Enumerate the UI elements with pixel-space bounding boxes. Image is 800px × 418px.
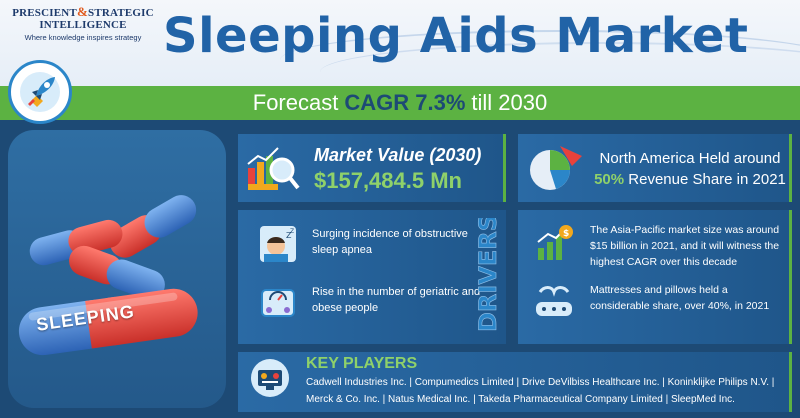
page-title: Sleeping Aids Market <box>163 8 749 64</box>
key-players-icon <box>251 359 289 397</box>
pie-chart-icon <box>530 146 582 190</box>
driver-text: Rise in the number of geriatric and obes… <box>312 286 481 314</box>
insights-card: $ The Asia-Pacific market size was aroun… <box>518 210 792 344</box>
pill-illustration: SLEEPING <box>8 130 226 408</box>
logo-line1: PRESCIENT&STRATEGIC <box>12 4 154 19</box>
driver-text: Surging incidence of obstructive sleep a… <box>312 228 468 256</box>
capsule-back-right <box>109 195 197 258</box>
capsule-main <box>18 288 198 356</box>
svg-text:Z: Z <box>286 231 292 240</box>
insight-text: Mattresses and pillows held a considerab… <box>590 284 770 312</box>
market-analysis-icon <box>247 147 300 190</box>
scale-icon <box>261 289 295 317</box>
forecast-prefix: Forecast <box>252 90 339 115</box>
forecast-suffix: till 2030 <box>471 90 548 115</box>
svg-text:Z: Z <box>290 228 294 235</box>
sleep-apnea-icon: Z Z <box>260 226 296 262</box>
mattress-icon <box>536 286 572 316</box>
forecast-banner: Forecast CAGR 7.3% till 2030 <box>0 86 800 120</box>
company-logo[interactable]: PRESCIENT&STRATEGIC INTELLIGENCE Where k… <box>8 4 158 42</box>
north-america-text: North America Held around 50% Revenue Sh… <box>594 150 786 188</box>
logo-tagline: Where knowledge inspires strategy <box>24 33 142 42</box>
logo-line2: INTELLIGENCE <box>39 19 127 31</box>
forecast-cagr: CAGR 7.3% <box>344 90 466 115</box>
growth-chart-icon: $ <box>537 225 573 260</box>
rocket-icon <box>8 60 72 124</box>
key-players-list: Cadwell Industries Inc. | Compumedics Li… <box>306 377 775 388</box>
svg-text:DRIVERS: DRIVERS <box>474 218 502 332</box>
logo-ampersand: & <box>76 4 88 19</box>
key-players-title: KEY PLAYERS <box>306 355 418 372</box>
header-wave <box>280 30 800 86</box>
capsule-middle <box>69 245 165 300</box>
market-value-card: Market Value (2030) $157,484.5 Mn <box>238 134 506 202</box>
market-value-title: Market Value (2030) <box>314 145 482 165</box>
key-players-list: Merck & Co. Inc. | Natus Medical Inc. | … <box>306 394 735 405</box>
header: PRESCIENT&STRATEGIC INTELLIGENCE Where k… <box>0 0 800 86</box>
drivers-card: Z Z Surging incidence of obstructive sle… <box>238 210 506 344</box>
north-america-card: North America Held around 50% Revenue Sh… <box>518 134 792 202</box>
svg-text:$: $ <box>563 229 569 239</box>
drivers-label: DRIVERS <box>474 218 502 332</box>
header-wave <box>320 42 800 86</box>
insight-text: The Asia-Pacific market size was around … <box>590 224 780 268</box>
north-america-share: 50% <box>594 171 625 188</box>
key-players-card: KEY PLAYERS Cadwell Industries Inc. | Co… <box>238 352 792 412</box>
market-value-amount: $157,484.5 Mn <box>314 168 462 193</box>
